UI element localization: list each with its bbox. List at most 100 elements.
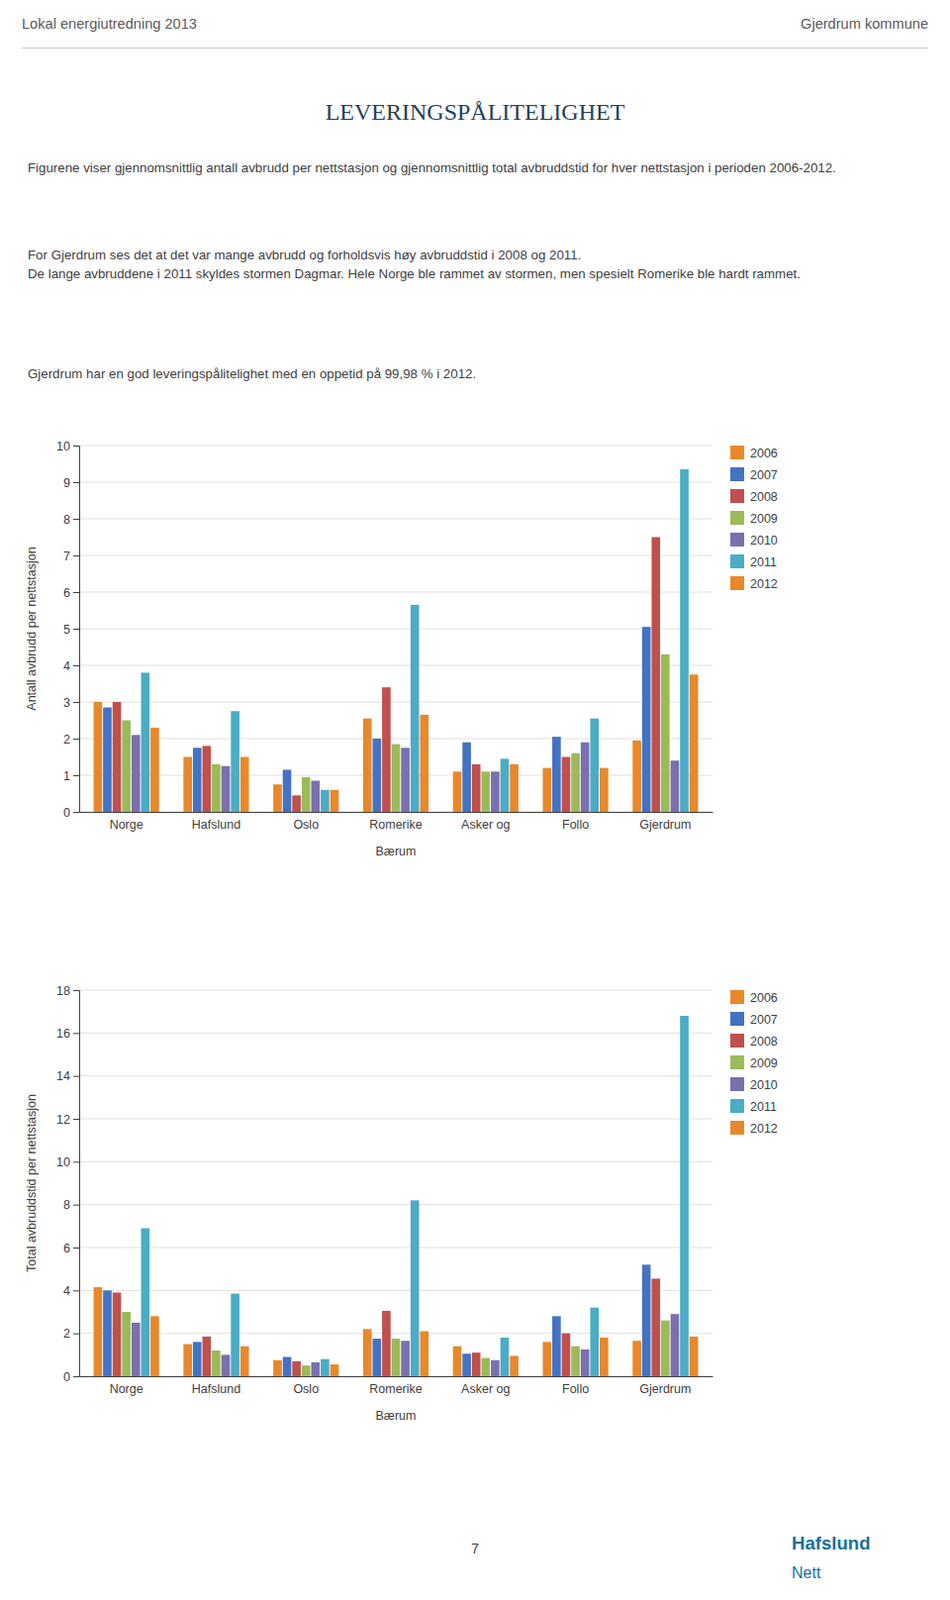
x-tick-label: Romerike bbox=[369, 817, 423, 832]
y-tick-label: 5 bbox=[63, 622, 71, 637]
y-tick-mark bbox=[73, 738, 80, 740]
bar bbox=[121, 1311, 131, 1376]
y-tick: 7 bbox=[63, 549, 80, 564]
x-tick: Gjerdrum bbox=[639, 1381, 691, 1396]
bar bbox=[552, 736, 562, 812]
bar bbox=[562, 757, 571, 813]
legend-swatch bbox=[730, 989, 745, 1004]
bar bbox=[542, 1340, 552, 1376]
x-tick-label: Hafslund bbox=[191, 817, 241, 832]
x-tick: Romerike bbox=[369, 1381, 423, 1396]
bar bbox=[240, 1345, 250, 1376]
bar-series bbox=[150, 673, 698, 812]
legend-item: 2012 bbox=[730, 575, 778, 591]
bar bbox=[94, 1286, 103, 1376]
grid-line bbox=[79, 989, 713, 991]
y-tick-label: 14 bbox=[56, 1068, 71, 1083]
legend-label: 2007 bbox=[750, 468, 778, 482]
y-tick-mark bbox=[73, 1032, 80, 1034]
legend-swatch bbox=[730, 488, 745, 503]
grid-line bbox=[79, 445, 713, 447]
legend-label: 2006 bbox=[750, 990, 778, 1005]
bar bbox=[283, 1356, 292, 1377]
legend-label: 2008 bbox=[750, 489, 778, 504]
x-tick: Follo bbox=[562, 1381, 589, 1396]
bar bbox=[112, 701, 122, 812]
paragraph: For Gjerdrum ses det at det var mange av… bbox=[27, 245, 919, 285]
legend-swatch bbox=[730, 1076, 745, 1091]
y-tick: 14 bbox=[56, 1068, 80, 1083]
legend-swatch bbox=[730, 1120, 745, 1135]
y-tick: 4 bbox=[63, 659, 80, 673]
y-tick: 0 bbox=[63, 1369, 80, 1384]
bar bbox=[310, 780, 320, 812]
bar bbox=[381, 1310, 391, 1376]
legend-item: 2006 bbox=[730, 989, 778, 1005]
grid-line bbox=[79, 1246, 713, 1248]
bar-series bbox=[112, 537, 661, 813]
grid-line bbox=[79, 1032, 713, 1034]
bar bbox=[221, 1353, 231, 1376]
y-tick: 6 bbox=[63, 585, 80, 600]
y-tick-mark bbox=[73, 774, 80, 776]
legend-item: 2007 bbox=[730, 1011, 778, 1027]
bar-series bbox=[121, 1311, 669, 1376]
bar bbox=[410, 604, 420, 812]
x-axis-title: Bærum bbox=[376, 1408, 417, 1423]
paragraph: Gjerdrum har en god leveringspålitelighe… bbox=[27, 364, 919, 383]
bar bbox=[419, 1330, 429, 1377]
bar bbox=[131, 734, 141, 812]
bar-series bbox=[94, 701, 642, 812]
legend-item: 2011 bbox=[730, 1098, 777, 1114]
legend-item: 2009 bbox=[730, 1054, 778, 1070]
bar bbox=[240, 757, 250, 813]
grid-line bbox=[79, 555, 713, 557]
bar bbox=[121, 720, 131, 813]
section-title: LEVERINGSPÅLITELIGHET bbox=[0, 98, 950, 126]
x-axis-line bbox=[80, 811, 714, 813]
bar bbox=[599, 767, 609, 812]
y-tick-label: 2 bbox=[63, 1326, 71, 1340]
bar bbox=[211, 763, 221, 812]
y-tick-label: 2 bbox=[63, 732, 71, 747]
bar-series bbox=[141, 1015, 689, 1376]
x-tick: Follo bbox=[562, 817, 589, 832]
legend-swatch bbox=[730, 575, 745, 590]
legend-swatch bbox=[730, 510, 745, 525]
y-tick-mark bbox=[73, 481, 80, 483]
bar bbox=[283, 768, 292, 812]
y-tick-mark bbox=[73, 1075, 80, 1077]
y-tick-label: 10 bbox=[56, 439, 71, 454]
grid-line bbox=[79, 1331, 713, 1333]
bar bbox=[642, 626, 652, 812]
y-tick-mark bbox=[73, 1118, 80, 1120]
y-axis: 024681012141618 bbox=[56, 983, 80, 1384]
x-tick: Asker og bbox=[461, 1381, 510, 1396]
legend-label: 2012 bbox=[750, 576, 778, 591]
x-tick-label: Asker og bbox=[461, 817, 510, 832]
bar bbox=[150, 727, 160, 812]
bar bbox=[661, 1320, 670, 1376]
bar bbox=[500, 758, 510, 812]
bar-series bbox=[121, 654, 669, 812]
legend-item: 2007 bbox=[730, 467, 778, 482]
bar bbox=[141, 671, 151, 812]
bar bbox=[679, 1015, 689, 1376]
y-tick: 0 bbox=[63, 805, 80, 820]
y-tick-label: 0 bbox=[63, 805, 71, 820]
bar bbox=[632, 740, 642, 812]
chart: 024681012141618NorgeHafslundOsloRomerike… bbox=[0, 969, 950, 1435]
y-axis: 012345678910 bbox=[56, 439, 80, 820]
bar-series bbox=[112, 1277, 661, 1376]
y-axis-title: Antall avbrudd per nettstasjon bbox=[24, 546, 39, 710]
bar bbox=[689, 673, 699, 812]
bar-series bbox=[102, 1263, 651, 1376]
legend-swatch bbox=[730, 1011, 745, 1026]
bar bbox=[480, 1357, 490, 1376]
bar bbox=[230, 710, 240, 812]
grid bbox=[79, 989, 713, 1376]
bar bbox=[689, 1335, 699, 1376]
bar bbox=[542, 767, 552, 812]
legend-item: 2012 bbox=[730, 1120, 778, 1136]
x-axis-title: Bærum bbox=[376, 844, 417, 858]
